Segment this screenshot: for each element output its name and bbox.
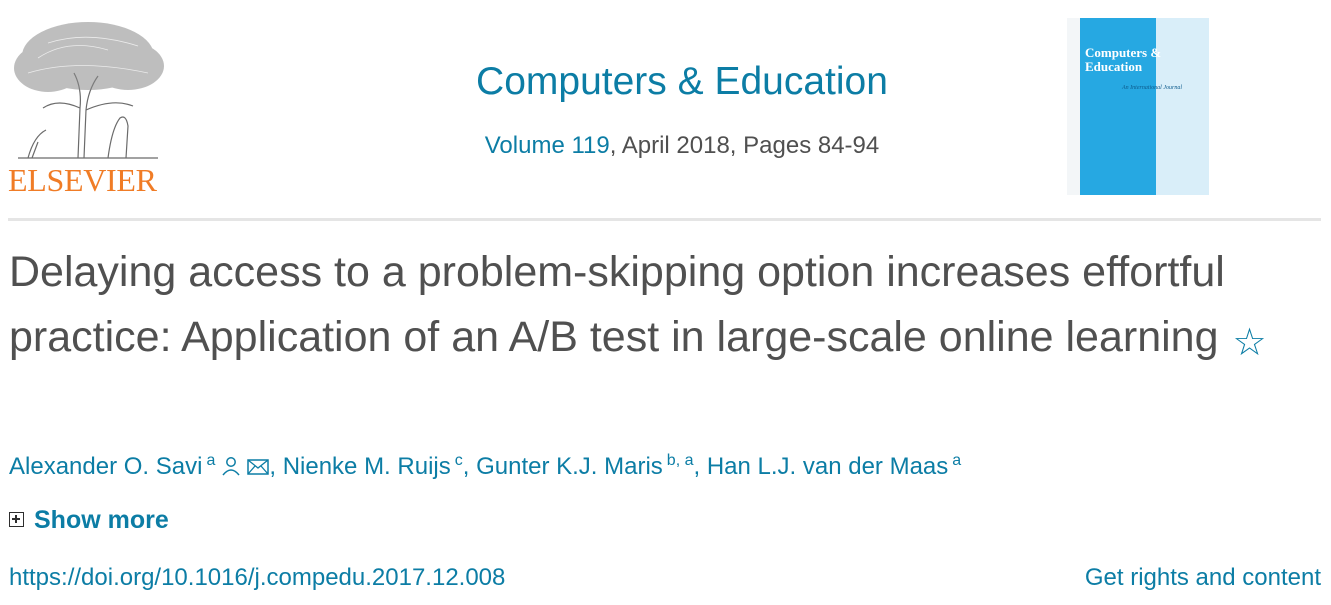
author-separator: , <box>462 453 477 480</box>
author-name[interactable]: Nienke M. Ruijs <box>282 453 451 480</box>
journal-issue-details: Volume 119, April 2018, Pages 84-94 <box>380 132 984 160</box>
author-separator: , <box>269 453 283 480</box>
article-header: ELSEVIER Computers & Education Volume 11… <box>0 0 1331 222</box>
author-affiliation[interactable]: a <box>952 452 962 469</box>
show-more-button[interactable]: Show more <box>9 506 169 535</box>
article-title: Delaying access to a problem-skipping op… <box>9 240 1324 376</box>
author-name[interactable]: Han L.J. van der Maas <box>706 453 949 480</box>
author-name[interactable]: Gunter K.J. Maris <box>476 453 663 480</box>
journal-cover-image[interactable]: Computers & Education An International J… <box>1067 18 1209 195</box>
journal-info: Computers & Education Volume 119, April … <box>380 58 984 160</box>
show-more-label: Show more <box>34 506 169 534</box>
journal-title-link[interactable]: Computers & Education <box>476 60 888 103</box>
author-affiliation[interactable]: c <box>454 452 463 469</box>
author-affiliation[interactable]: a <box>206 452 216 469</box>
cover-title: Computers & Education <box>1085 45 1162 74</box>
author-list: Alexander O. Savi a, Nienke M. Ruijs c, Gu… <box>9 452 961 483</box>
header-divider <box>8 218 1321 221</box>
envelope-icon[interactable] <box>247 455 270 483</box>
person-icon[interactable] <box>221 455 241 483</box>
cover-light-panel <box>1156 18 1209 195</box>
cover-left-strip <box>1067 18 1080 195</box>
article-title-text: Delaying access to a problem-skipping op… <box>9 248 1225 361</box>
journal-title[interactable]: Computers & Education <box>380 58 984 106</box>
tree-logo-icon <box>14 22 164 159</box>
author-name[interactable]: Alexander O. Savi <box>9 453 203 480</box>
publisher-logo-text: ELSEVIER <box>8 162 157 198</box>
author-separator: , <box>693 453 707 480</box>
volume-link[interactable]: Volume 119 <box>484 132 610 159</box>
issue-details-text: , April 2018, Pages 84-94 <box>609 132 880 159</box>
cover-subtitle: An International Journal <box>1122 85 1182 91</box>
doi-link[interactable]: https://doi.org/10.1016/j.compedu.2017.1… <box>9 564 506 591</box>
cover-blue-panel <box>1080 18 1156 195</box>
rights-link[interactable]: Get rights and content <box>1084 564 1321 591</box>
author-affiliation[interactable]: b, a <box>666 452 694 469</box>
plus-box-icon <box>9 512 24 527</box>
star-icon[interactable]: ☆ <box>1232 322 1267 364</box>
elsevier-logo[interactable]: ELSEVIER <box>8 18 170 198</box>
